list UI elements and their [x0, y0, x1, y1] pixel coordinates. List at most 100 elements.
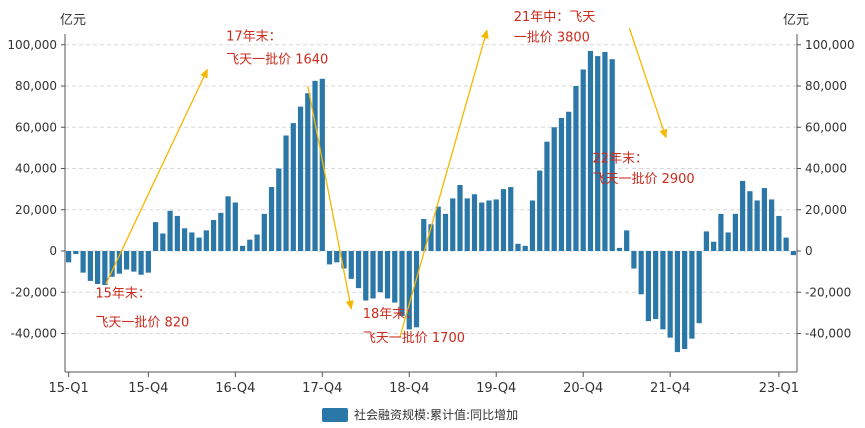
- trend-arrow: [307, 85, 354, 310]
- bar: [196, 237, 202, 251]
- bar: [660, 251, 666, 330]
- bar: [297, 106, 304, 252]
- legend-label: 社会融资规模:累计值:同比增加: [354, 408, 519, 422]
- y-tick-label-right: 80,000: [805, 79, 847, 93]
- y-tick-label-left: 0: [49, 244, 57, 258]
- bar: [450, 198, 456, 251]
- bar-series: [66, 50, 796, 353]
- bar: [80, 251, 86, 273]
- bar: [609, 59, 615, 251]
- bar: [573, 86, 579, 251]
- y-tick-label-right: 20,000: [805, 203, 847, 217]
- bar: [732, 213, 739, 252]
- bar: [413, 251, 420, 328]
- legend[interactable]: 社会融资规模:累计值:同比增加: [322, 406, 518, 423]
- bar: [203, 230, 209, 252]
- bar: [66, 251, 72, 263]
- bar: [145, 251, 151, 273]
- bar: [210, 220, 217, 251]
- bar: [435, 206, 441, 251]
- bar: [87, 251, 93, 281]
- bar: [631, 251, 637, 269]
- bar: [442, 213, 449, 252]
- bar: [109, 251, 115, 277]
- bar: [189, 232, 195, 251]
- x-tick-label: 21-Q4: [650, 381, 690, 396]
- bar: [769, 199, 775, 251]
- bar: [334, 251, 340, 263]
- annotation-line2: 一批价 3800: [514, 31, 590, 46]
- bar: [138, 251, 144, 275]
- y-tick-label-right: 60,000: [805, 120, 847, 134]
- bar: [711, 241, 717, 251]
- bar: [703, 231, 710, 251]
- annotation-line2: 飞天一批价 820: [95, 315, 189, 330]
- bar: [348, 251, 354, 279]
- bar: [587, 50, 594, 251]
- bar: [131, 251, 137, 272]
- bar: [558, 117, 565, 251]
- bar: [464, 198, 470, 251]
- bar: [566, 111, 572, 251]
- bar: [718, 213, 724, 252]
- bar: [653, 251, 659, 320]
- annotations: 15年末： 飞天一批价 820 17年末： 飞天一批价 1640 18年末： 飞天一批价 …: [95, 10, 694, 346]
- bar: [428, 224, 434, 251]
- bar: [225, 196, 231, 251]
- annotation-line2: 飞天一批价 2900: [592, 172, 694, 187]
- bar: [515, 243, 521, 251]
- bar: [392, 251, 398, 303]
- bar: [305, 93, 311, 251]
- bar: [167, 210, 173, 251]
- y-tick-label-left: 40,000: [15, 162, 57, 176]
- bar: [522, 245, 528, 251]
- y-tick-label-left: -40,000: [11, 327, 57, 341]
- bar: [123, 251, 130, 270]
- bar: [232, 202, 238, 251]
- x-tick-label: 15-Q1: [49, 381, 89, 396]
- trend-arrows: [105, 28, 668, 338]
- bar: [73, 251, 79, 255]
- x-tick-label: 18-Q4: [389, 381, 429, 396]
- y-tick-label-right: 100,000: [805, 38, 855, 52]
- bar: [276, 168, 282, 251]
- bar: [370, 251, 376, 299]
- bar: [689, 251, 695, 339]
- bar: [537, 170, 543, 251]
- bar: [486, 200, 492, 251]
- bar: [247, 239, 253, 251]
- x-tick-label: 17-Q4: [302, 381, 342, 396]
- bar: [624, 230, 630, 252]
- bar: [638, 251, 644, 295]
- bar: [667, 251, 673, 338]
- y-tick-label-left: -20,000: [11, 285, 57, 299]
- y-tick-label-right: -40,000: [805, 327, 851, 341]
- bar: [102, 251, 108, 286]
- bar: [218, 212, 224, 251]
- bar: [479, 202, 485, 251]
- x-tick-label: 16-Q4: [215, 381, 255, 396]
- bar: [783, 237, 789, 251]
- bar: [181, 228, 188, 251]
- bar: [682, 251, 688, 349]
- bar: [406, 251, 412, 330]
- bar: [790, 251, 796, 256]
- bar: [152, 222, 159, 252]
- bar: [290, 123, 296, 252]
- bar: [645, 251, 652, 322]
- trend-arrow: [628, 28, 668, 139]
- bar: [377, 251, 383, 293]
- bar: [283, 135, 289, 251]
- bar: [529, 200, 536, 251]
- bar: [740, 180, 746, 252]
- bar: [355, 251, 362, 289]
- annotation-line1: 18年末：: [363, 307, 419, 322]
- legend-swatch: [322, 407, 348, 422]
- y-tick-label-right: -20,000: [805, 285, 851, 299]
- bar: [174, 215, 180, 251]
- x-tick-label: 20-Q4: [563, 381, 603, 396]
- y-tick-label-right: 40,000: [805, 162, 847, 176]
- annotation-line2: 飞天一批价 1700: [363, 331, 465, 346]
- annotation-line1: 21年中：飞天: [514, 10, 596, 25]
